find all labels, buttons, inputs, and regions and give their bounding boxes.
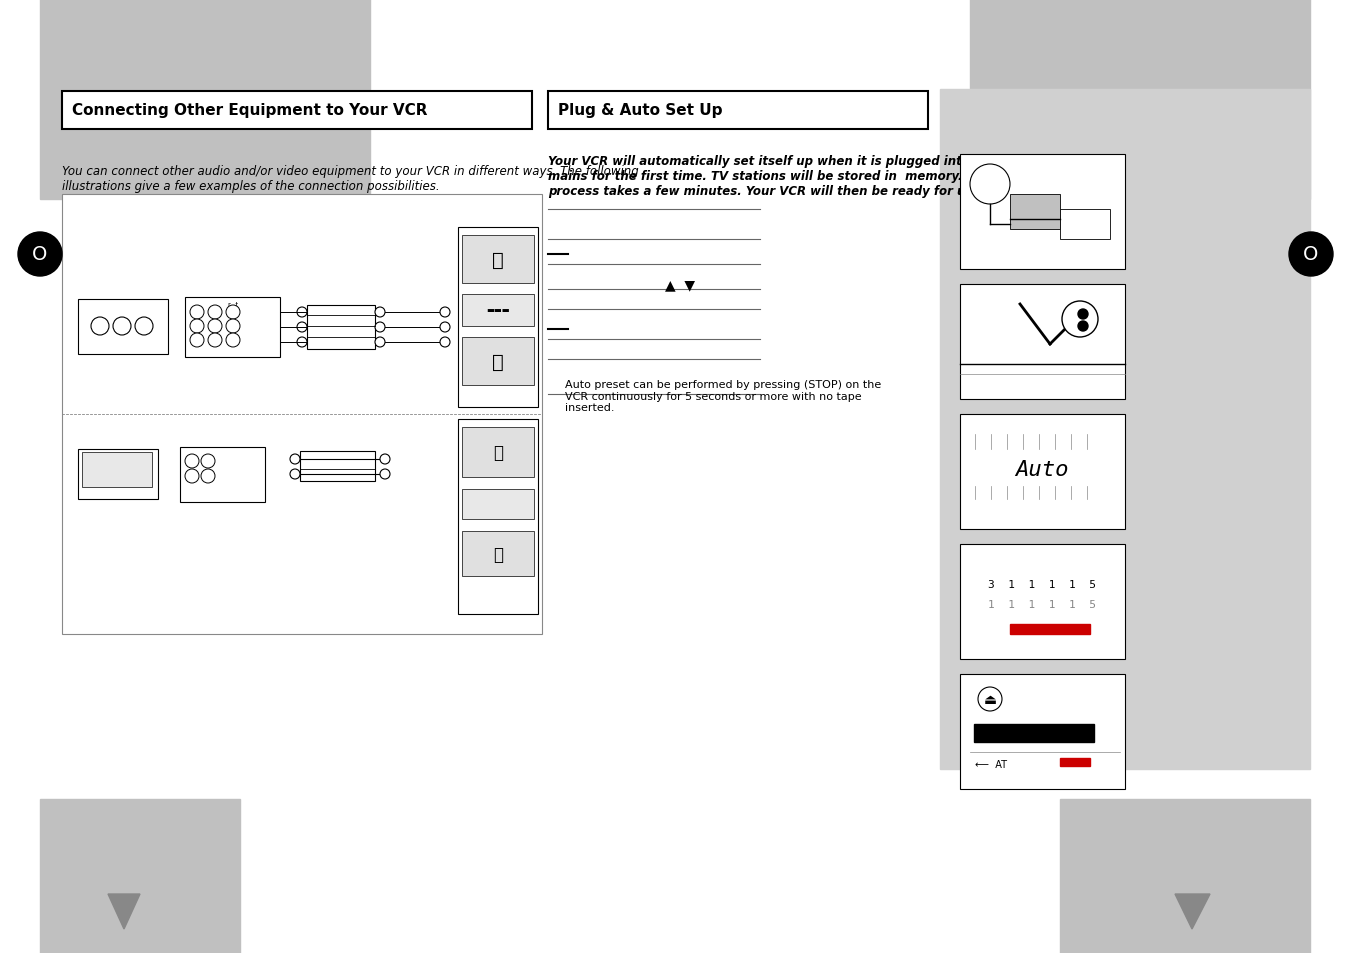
Circle shape xyxy=(201,470,215,483)
Text: ⏏: ⏏ xyxy=(984,692,997,706)
Bar xyxy=(965,418,1121,525)
Circle shape xyxy=(208,306,222,319)
Text: 🎥: 🎥 xyxy=(492,251,504,269)
Circle shape xyxy=(380,455,390,464)
Text: r  t: r t xyxy=(228,302,238,308)
Circle shape xyxy=(208,334,222,348)
Circle shape xyxy=(201,455,215,469)
Circle shape xyxy=(978,687,1002,711)
Circle shape xyxy=(226,334,240,348)
Circle shape xyxy=(226,319,240,334)
Circle shape xyxy=(376,323,385,333)
Bar xyxy=(62,91,532,130)
Bar xyxy=(974,724,1094,742)
Circle shape xyxy=(376,308,385,317)
Text: Connecting Other Equipment to Your VCR: Connecting Other Equipment to Your VCR xyxy=(72,103,427,118)
Circle shape xyxy=(1062,302,1098,337)
Bar xyxy=(462,428,534,477)
Circle shape xyxy=(190,306,204,319)
Bar xyxy=(965,548,1121,656)
Circle shape xyxy=(208,319,222,334)
Bar xyxy=(82,453,153,488)
Circle shape xyxy=(18,233,62,276)
Bar xyxy=(458,419,538,615)
Bar xyxy=(300,452,376,481)
Bar xyxy=(185,297,280,357)
Circle shape xyxy=(290,455,300,464)
Circle shape xyxy=(440,337,450,348)
Circle shape xyxy=(380,470,390,479)
Bar xyxy=(940,90,1310,769)
Circle shape xyxy=(190,334,204,348)
Circle shape xyxy=(970,165,1011,205)
Bar xyxy=(961,285,1125,399)
Bar xyxy=(458,228,538,408)
Text: Auto preset can be performed by pressing (STOP) on the
VCR continuously for 5 se: Auto preset can be performed by pressing… xyxy=(565,379,881,413)
Circle shape xyxy=(226,306,240,319)
Bar xyxy=(1061,759,1090,766)
Text: Your VCR will automatically set itself up when it is plugged into the
mains for : Your VCR will automatically set itself u… xyxy=(549,154,996,198)
Circle shape xyxy=(297,308,307,317)
Bar xyxy=(78,450,158,499)
Bar xyxy=(1011,624,1090,635)
Circle shape xyxy=(297,323,307,333)
Bar xyxy=(961,415,1125,530)
Text: Plug & Auto Set Up: Plug & Auto Set Up xyxy=(558,103,723,118)
Bar xyxy=(180,448,265,502)
Circle shape xyxy=(376,337,385,348)
Bar xyxy=(549,91,928,130)
Circle shape xyxy=(1078,322,1088,332)
Text: 🔊: 🔊 xyxy=(492,352,504,371)
Polygon shape xyxy=(1175,894,1210,929)
Bar xyxy=(78,299,168,355)
Bar xyxy=(965,679,1121,785)
Polygon shape xyxy=(91,879,155,939)
Text: 3  1  1  1  1  5: 3 1 1 1 1 5 xyxy=(988,579,1096,589)
Bar xyxy=(965,159,1121,266)
Circle shape xyxy=(440,323,450,333)
Bar xyxy=(961,154,1125,270)
Circle shape xyxy=(1078,310,1088,319)
Bar xyxy=(1061,800,1310,953)
Bar xyxy=(1061,210,1111,240)
Circle shape xyxy=(185,470,199,483)
Bar xyxy=(41,0,370,200)
Text: O: O xyxy=(1304,245,1319,264)
Bar xyxy=(62,194,542,635)
Bar xyxy=(462,490,534,519)
Circle shape xyxy=(1289,233,1333,276)
Circle shape xyxy=(440,308,450,317)
Text: 🔊: 🔊 xyxy=(493,545,503,563)
Text: O: O xyxy=(32,245,47,264)
Circle shape xyxy=(135,317,153,335)
Polygon shape xyxy=(1161,879,1225,939)
Bar xyxy=(961,544,1125,659)
Text: You can connect other audio and/or video equipment to your VCR in different ways: You can connect other audio and/or video… xyxy=(62,165,639,193)
Circle shape xyxy=(185,455,199,469)
Bar xyxy=(307,306,376,350)
Circle shape xyxy=(190,319,204,334)
Polygon shape xyxy=(108,894,141,929)
Bar xyxy=(462,337,534,386)
Bar xyxy=(965,289,1121,395)
Circle shape xyxy=(91,317,109,335)
Bar xyxy=(462,294,534,327)
Circle shape xyxy=(297,337,307,348)
Bar xyxy=(462,235,534,284)
Text: Auto: Auto xyxy=(1015,459,1069,479)
Bar xyxy=(961,675,1125,789)
Bar xyxy=(41,800,240,953)
Text: ▬▬▬: ▬▬▬ xyxy=(486,306,509,315)
Circle shape xyxy=(113,317,131,335)
Bar xyxy=(970,0,1310,200)
Text: 🎥: 🎥 xyxy=(493,443,503,461)
Bar xyxy=(1011,194,1061,230)
Text: ▲  ▼: ▲ ▼ xyxy=(665,277,694,292)
Text: 1  1  1  1  1  5: 1 1 1 1 1 5 xyxy=(988,599,1096,609)
Text: ⟵  AT: ⟵ AT xyxy=(975,760,1006,769)
Circle shape xyxy=(290,470,300,479)
Bar xyxy=(462,532,534,577)
